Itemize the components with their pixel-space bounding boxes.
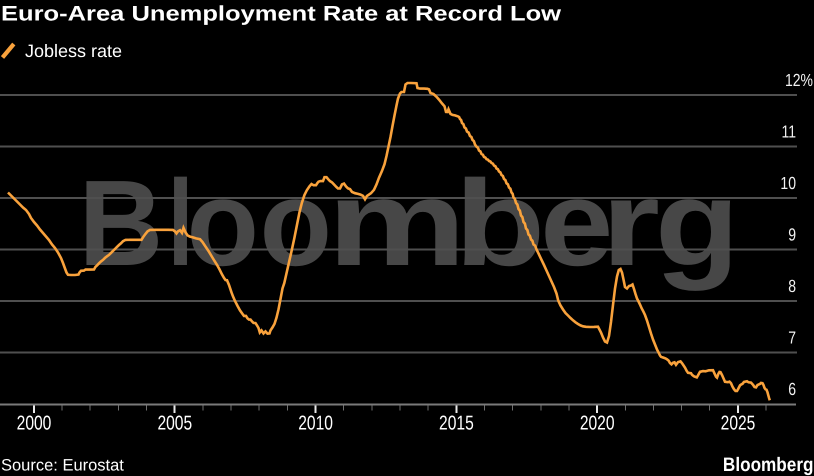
svg-text:7: 7 (788, 328, 796, 348)
svg-text:e: e (540, 155, 613, 291)
svg-text:2010: 2010 (298, 413, 333, 435)
svg-text:2020: 2020 (580, 413, 615, 435)
svg-text:Source: Eurostat: Source: Eurostat (1, 457, 124, 475)
svg-text:2015: 2015 (439, 413, 474, 435)
svg-text:2005: 2005 (157, 413, 192, 435)
svg-text:6: 6 (788, 379, 796, 399)
svg-text:2000: 2000 (17, 413, 52, 435)
svg-text:11: 11 (781, 122, 796, 142)
svg-text:8: 8 (788, 276, 796, 296)
svg-text:9: 9 (788, 225, 796, 245)
svg-text:r: r (601, 155, 660, 291)
svg-text:b: b (454, 155, 545, 291)
svg-text:Jobless rate: Jobless rate (25, 41, 122, 61)
svg-text:o: o (187, 155, 259, 291)
svg-text:l: l (168, 155, 194, 291)
svg-text:o: o (260, 155, 332, 291)
svg-text:B: B (79, 155, 164, 291)
svg-text:10: 10 (780, 173, 796, 193)
svg-text:2025: 2025 (721, 413, 756, 435)
svg-text:12%: 12% (785, 70, 813, 90)
svg-text:g: g (655, 155, 739, 291)
svg-text:Euro-Area Unemployment Rate at: Euro-Area Unemployment Rate at Record Lo… (1, 3, 562, 26)
svg-text:Bloomberg: Bloomberg (723, 454, 814, 476)
svg-text:m: m (327, 155, 466, 291)
